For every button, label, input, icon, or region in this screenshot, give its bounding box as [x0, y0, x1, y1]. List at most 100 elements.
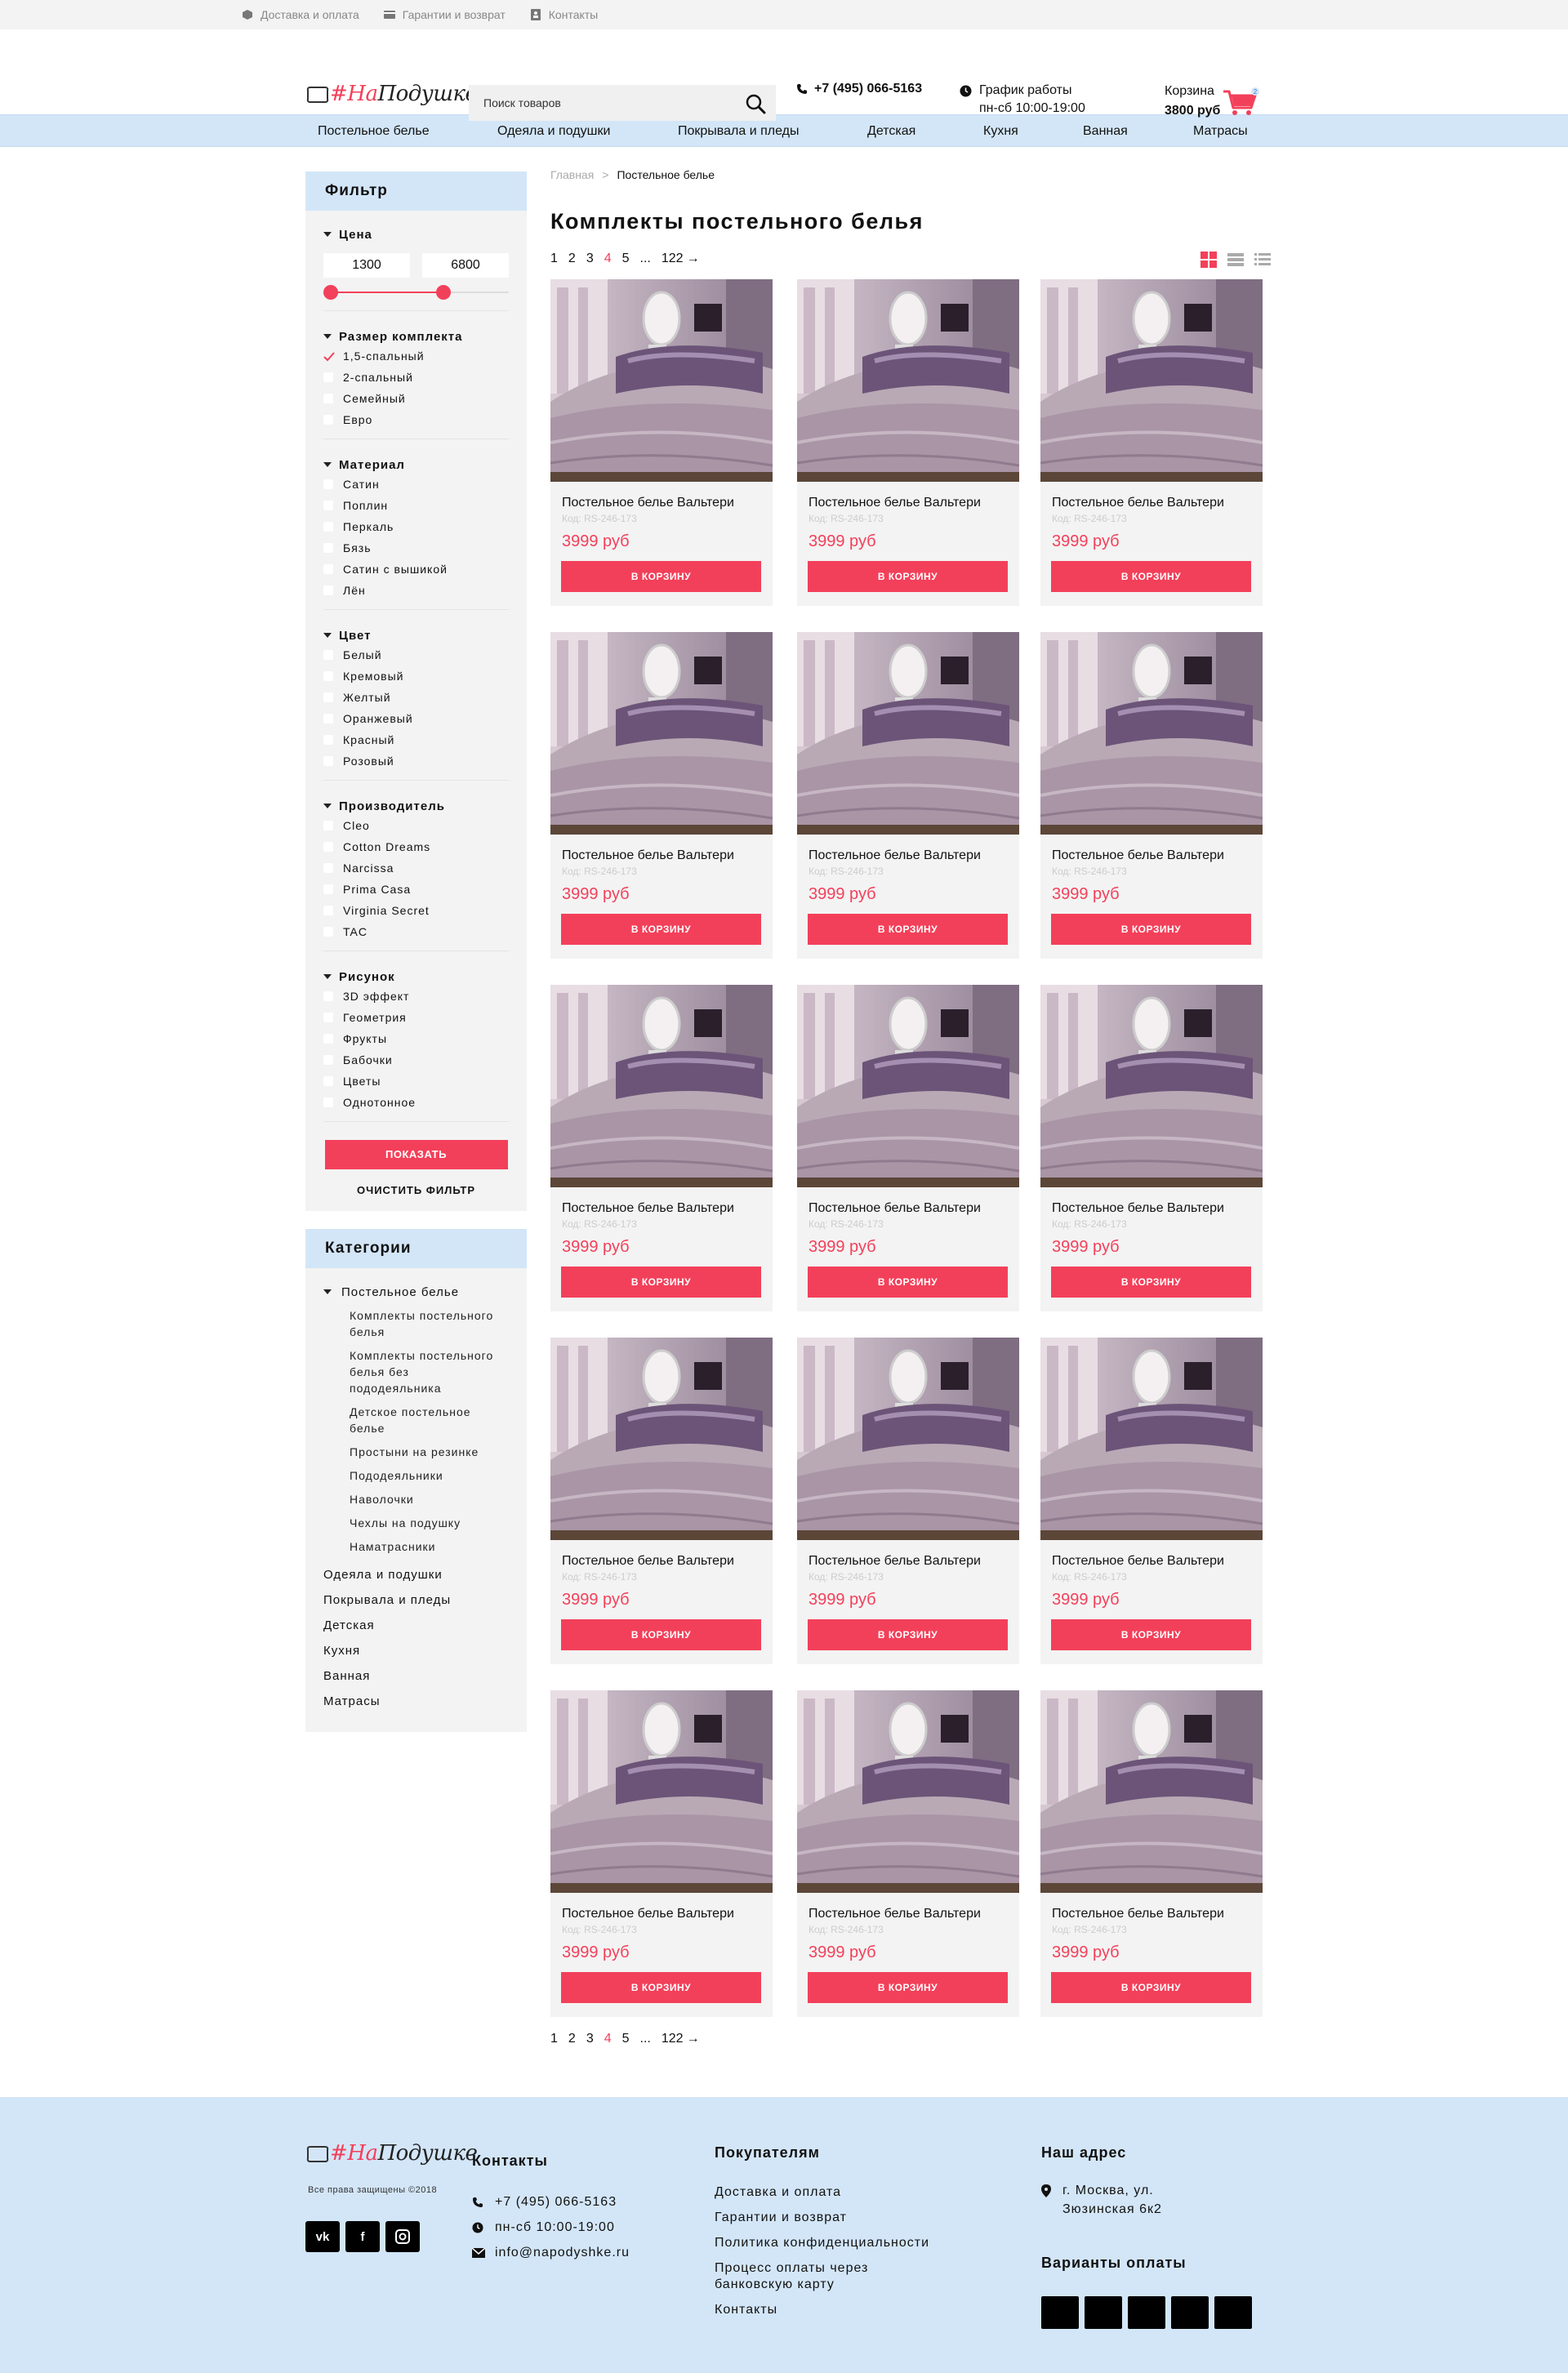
filter-option[interactable]: Геометрия — [323, 1007, 509, 1028]
filter-option[interactable]: Сатин — [323, 474, 509, 495]
subcategory-item[interactable]: Наволочки — [350, 1493, 414, 1506]
subcategory-item[interactable]: Наматрасники — [350, 1540, 436, 1553]
add-to-cart-button[interactable]: В КОРЗИНУ — [808, 914, 1008, 945]
subcategory-item[interactable]: Простыни на резинке — [350, 1445, 479, 1458]
product-name[interactable]: Постельное белье Вальтери — [808, 496, 981, 510]
filter-option[interactable]: Narcissa — [323, 857, 509, 879]
filter-option[interactable]: Белый — [323, 644, 509, 666]
nav-item-covers[interactable]: Покрывала и пледы — [678, 124, 800, 138]
product-image[interactable] — [797, 1338, 1019, 1540]
product-card[interactable]: Постельное белье Вальтери Код: RS-246-173… — [550, 1338, 773, 1664]
page-link[interactable]: 2 — [568, 2032, 576, 2046]
show-button[interactable]: ПОКАЗАТЬ — [324, 1140, 508, 1169]
filter-option[interactable]: Лён — [323, 580, 509, 601]
filter-option[interactable]: TAC — [323, 921, 509, 942]
checkbox[interactable] — [323, 1055, 333, 1065]
search-icon[interactable] — [745, 93, 766, 114]
checkbox[interactable] — [323, 1076, 333, 1086]
cart-widget[interactable]: Корзина 3800 руб 2 — [1165, 82, 1259, 121]
checkbox[interactable] — [323, 1097, 333, 1107]
checkbox[interactable] — [323, 884, 333, 894]
filter-price-title[interactable]: Цена — [323, 225, 509, 243]
footer-email[interactable]: info@napodyshke.ru — [472, 2246, 630, 2260]
checkbox[interactable] — [323, 756, 333, 766]
page-link-active[interactable]: 4 — [604, 252, 612, 265]
checkbox[interactable] — [323, 501, 333, 510]
checkbox[interactable] — [323, 821, 333, 830]
product-name[interactable]: Постельное белье Вальтери — [562, 848, 734, 862]
product-image[interactable] — [797, 1690, 1019, 1893]
nav-item-mattresses[interactable]: Матрасы — [1193, 124, 1248, 138]
product-name[interactable]: Постельное белье Вальтери — [1052, 1554, 1224, 1568]
filter-option[interactable]: Cleo — [323, 815, 509, 836]
checkbox[interactable] — [323, 564, 333, 574]
product-name[interactable]: Постельное белье Вальтери — [1052, 1907, 1224, 1921]
filter-group-title[interactable]: Размер комплекта — [323, 327, 509, 345]
search-input[interactable] — [483, 96, 728, 109]
product-card[interactable]: Постельное белье Вальтери Код: RS-246-173… — [797, 1690, 1019, 2017]
checkbox[interactable] — [323, 585, 333, 595]
page-link[interactable]: 1 — [550, 252, 558, 265]
subcategory-item[interactable]: Комплекты постельного белья — [350, 1309, 494, 1338]
product-name[interactable]: Постельное белье Вальтери — [1052, 496, 1224, 510]
product-card[interactable]: Постельное белье Вальтери Код: RS-246-173… — [550, 1690, 773, 2017]
filter-option[interactable]: 1,5-спальный — [323, 345, 509, 367]
price-max-input[interactable]: 6800 — [422, 253, 509, 278]
nav-item-bath[interactable]: Ванная — [1083, 124, 1128, 138]
page-link[interactable]: 3 — [586, 2032, 594, 2046]
add-to-cart-button[interactable]: В КОРЗИНУ — [808, 561, 1008, 592]
filter-option[interactable]: Сатин с вышикой — [323, 559, 509, 580]
facebook-icon[interactable]: f — [345, 2221, 380, 2252]
subcategory-item[interactable]: Детское постельное белье — [350, 1405, 471, 1435]
filter-option[interactable]: Virginia Secret — [323, 900, 509, 921]
product-image[interactable] — [1040, 279, 1263, 482]
checkbox[interactable] — [323, 650, 333, 660]
product-image[interactable] — [1040, 632, 1263, 835]
nav-item-kids[interactable]: Детская — [867, 124, 916, 138]
instagram-icon[interactable] — [385, 2221, 420, 2252]
cart-icon[interactable]: 2 — [1222, 87, 1261, 118]
filter-group-title[interactable]: Цвет — [323, 626, 509, 644]
checkbox[interactable] — [323, 927, 333, 937]
checkbox[interactable] — [323, 522, 333, 532]
category-item[interactable]: Покрывала и пледы — [323, 1593, 452, 1607]
filter-option[interactable]: Фрукты — [323, 1028, 509, 1049]
footer-link-delivery[interactable]: Доставка и оплата — [715, 2185, 842, 2199]
filter-option[interactable]: Поплин — [323, 495, 509, 516]
checkbox[interactable] — [323, 735, 333, 745]
product-image[interactable] — [1040, 985, 1263, 1187]
add-to-cart-button[interactable]: В КОРЗИНУ — [561, 1972, 761, 2003]
category-item[interactable]: Ванная — [323, 1669, 371, 1683]
category-item[interactable]: Детская — [323, 1618, 375, 1632]
breadcrumb-home[interactable]: Главная — [550, 168, 595, 181]
filter-option[interactable]: Евро — [323, 409, 509, 430]
page-link[interactable]: 5 — [621, 2032, 630, 2046]
checkbox[interactable] — [323, 394, 333, 403]
product-name[interactable]: Постельное белье Вальтери — [1052, 848, 1224, 862]
product-image[interactable] — [550, 632, 773, 835]
filter-option[interactable]: Розовый — [323, 750, 509, 772]
filter-option[interactable]: 3D эффект — [323, 986, 509, 1007]
clear-filter-button[interactable]: ОЧИСТИТЬ ФИЛЬТР — [356, 1184, 476, 1196]
price-slider[interactable] — [323, 283, 509, 302]
next-page-arrow-icon[interactable]: → — [686, 252, 700, 265]
footer-phone[interactable]: +7 (495) 066-5163 — [472, 2195, 630, 2210]
next-page-arrow-icon[interactable]: → — [686, 2032, 700, 2046]
product-image[interactable] — [797, 279, 1019, 482]
nav-item-blankets[interactable]: Одеяла и подушки — [497, 124, 611, 138]
filter-option[interactable]: Семейный — [323, 388, 509, 409]
product-image[interactable] — [550, 985, 773, 1187]
product-card[interactable]: Постельное белье Вальтери Код: RS-246-173… — [1040, 279, 1263, 606]
add-to-cart-button[interactable]: В КОРЗИНУ — [561, 1267, 761, 1298]
nav-item-bedding[interactable]: Постельное белье — [318, 124, 430, 138]
add-to-cart-button[interactable]: В КОРЗИНУ — [808, 1619, 1008, 1650]
grid-view-icon[interactable] — [1200, 252, 1217, 268]
filter-option[interactable]: Кремовый — [323, 666, 509, 687]
topbar-link-delivery[interactable]: Доставка и оплата — [242, 8, 359, 21]
product-card[interactable]: Постельное белье Вальтери Код: RS-246-173… — [1040, 985, 1263, 1311]
header-phone[interactable]: +7 (495) 066-5163 — [796, 82, 922, 96]
site-logo[interactable]: #НаПодушке — [305, 82, 478, 106]
checkbox[interactable] — [323, 692, 333, 702]
filter-group-title[interactable]: Материал — [323, 456, 509, 474]
vk-icon[interactable]: vk — [305, 2221, 340, 2252]
